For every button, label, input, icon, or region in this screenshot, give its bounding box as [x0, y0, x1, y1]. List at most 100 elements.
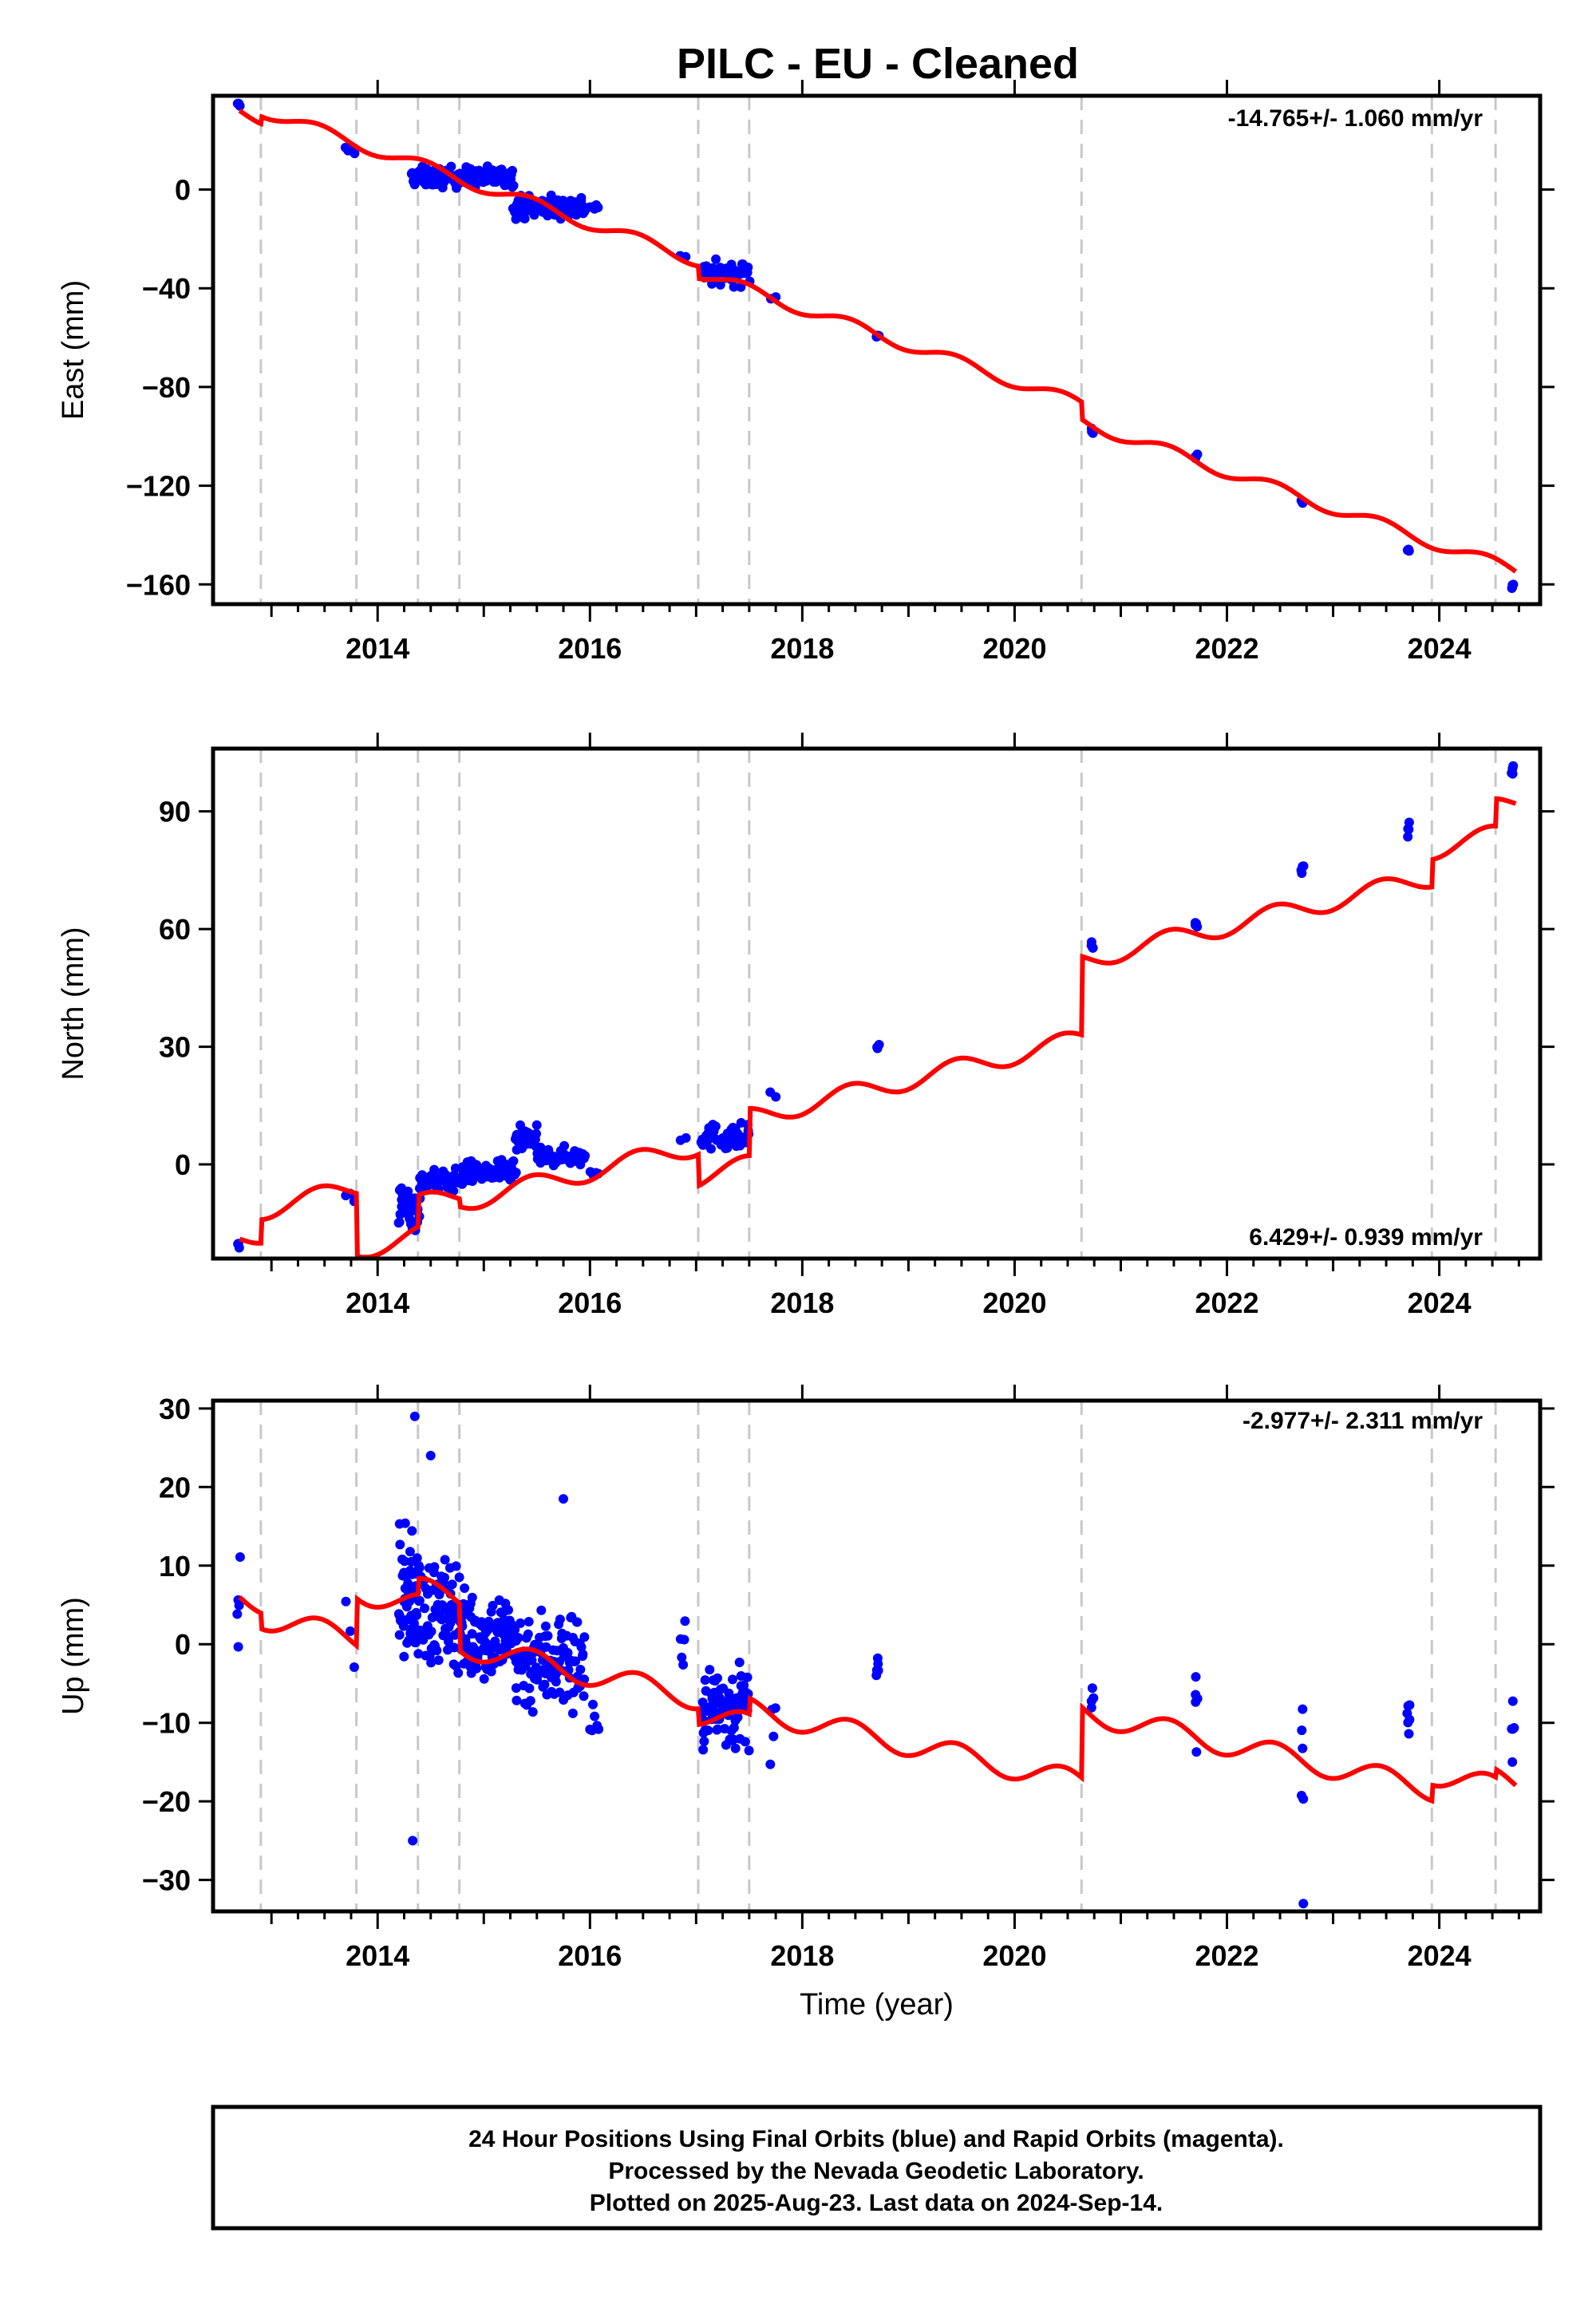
north-y-tick-label: 0 [175, 1148, 191, 1181]
up-data-point [413, 1649, 424, 1659]
up-data-point [524, 1683, 535, 1694]
up-panel: -2.977+/- 2.311 mm/yr 2014 2016 2018 2020 20… [57, 1385, 1555, 1972]
east-x-tick-label: 2018 [770, 632, 834, 665]
up-data-point [536, 1605, 547, 1615]
north-x-tick-label: 2018 [770, 1286, 834, 1319]
up-data-point [734, 1658, 745, 1667]
north-rate-label: 6.429+/- 0.939 mm/yr [1249, 1224, 1483, 1251]
up-x-tick-label: 2024 [1408, 1939, 1472, 1972]
north-x-tick-label: 2022 [1195, 1286, 1258, 1319]
up-data-point [705, 1665, 715, 1675]
north-data-point [531, 1120, 542, 1130]
up-data-point [426, 1658, 437, 1668]
up-data-point [1192, 1694, 1203, 1704]
east-data-point [593, 203, 603, 212]
up-data-point [399, 1651, 409, 1662]
up-data-point [349, 1662, 359, 1672]
east-y-tick-label: −80 [142, 371, 191, 404]
east-data-point [715, 279, 725, 290]
up-data-point [1191, 1672, 1201, 1682]
north-data-point [559, 1140, 570, 1151]
up-x-tick-label: 2014 [346, 1939, 409, 1972]
up-data-point [559, 1494, 568, 1504]
up-data-point [703, 1725, 713, 1736]
up-data-point [678, 1660, 689, 1670]
up-data-point [472, 1663, 482, 1674]
north-data-point [1404, 824, 1414, 835]
footer-line-1: 24 Hour Positions Using Final Orbits (bl… [468, 2126, 1284, 2152]
north-data-point [1508, 761, 1519, 771]
up-data-point [543, 1630, 553, 1641]
up-data-point [729, 1722, 739, 1733]
north-data-point [394, 1217, 405, 1227]
up-model-line [238, 1575, 1518, 1804]
up-data-point [590, 1711, 600, 1721]
east-x-tick-label: 2020 [982, 632, 1046, 665]
up-data-point [700, 1675, 710, 1686]
up-data-point [467, 1592, 477, 1603]
up-data-point [405, 1547, 415, 1557]
up-data-point [451, 1561, 461, 1571]
up-data-point [440, 1555, 450, 1565]
up-data-point [407, 1526, 417, 1536]
up-data-point [486, 1666, 496, 1677]
east-y-axis-label: East (mm) [57, 280, 90, 420]
up-y-tick-label: 0 [175, 1628, 191, 1661]
up-y-tick-label: −30 [142, 1864, 191, 1897]
north-y-tick-label: 90 [159, 796, 191, 828]
up-data-point [510, 1624, 520, 1634]
east-frame [211, 93, 1543, 607]
up-x-tick-label: 2018 [770, 1939, 834, 1972]
north-data-point [1403, 832, 1413, 842]
up-data-point [409, 1411, 420, 1421]
up-data-point [527, 1707, 538, 1717]
chart-title: PILC - EU - Cleaned [677, 40, 1079, 88]
up-data-point [1507, 1696, 1518, 1706]
east-data-point [446, 161, 456, 172]
up-data-point [516, 1618, 526, 1628]
up-data-point [467, 1629, 477, 1639]
north-y-axis-label: North (mm) [57, 927, 90, 1080]
north-data-point [1298, 861, 1309, 871]
x-axis-label: Time (year) [800, 1988, 954, 2022]
up-data-point [698, 1745, 709, 1755]
up-data-point [394, 1630, 405, 1640]
up-data-point [1507, 1757, 1518, 1767]
up-y-tick-label: 20 [159, 1471, 191, 1504]
up-data-point [873, 1666, 883, 1676]
east-x-tick-label: 2022 [1195, 632, 1258, 665]
up-x-tick-label: 2022 [1195, 1939, 1258, 1972]
up-data-point [432, 1646, 442, 1656]
up-y-tick-label: 30 [159, 1393, 191, 1425]
north-data-point [448, 1186, 459, 1196]
up-data-point [512, 1695, 522, 1705]
up-data-point [770, 1703, 780, 1713]
north-y-tick-label: 60 [159, 913, 191, 946]
up-data-point [1191, 1747, 1202, 1757]
up-data-point [1086, 1702, 1096, 1713]
up-data-point [567, 1708, 578, 1718]
up-data-point [539, 1679, 550, 1690]
up-y-tick-label: −20 [142, 1785, 191, 1818]
up-data-point [511, 1683, 521, 1694]
up-data-point [594, 1724, 604, 1734]
north-data-point [511, 1168, 521, 1178]
east-x-tick-label: 2016 [558, 632, 622, 665]
up-data-point [575, 1665, 586, 1674]
east-x-tick-label: 2014 [346, 632, 409, 665]
up-data-point [742, 1672, 753, 1682]
east-data-point [350, 148, 360, 159]
up-data-point [400, 1518, 410, 1528]
up-data-point [523, 1629, 533, 1639]
up-data-point [1404, 1714, 1415, 1725]
north-data-point [1192, 922, 1203, 932]
footer-frame [211, 2105, 1543, 2231]
up-data-point [234, 1600, 244, 1611]
up-data-point [411, 1638, 421, 1647]
up-data-point [233, 1642, 243, 1652]
north-data-point [681, 1132, 691, 1143]
north-data-point [234, 1243, 244, 1253]
up-data-point [768, 1731, 779, 1741]
east-points [232, 98, 1519, 593]
